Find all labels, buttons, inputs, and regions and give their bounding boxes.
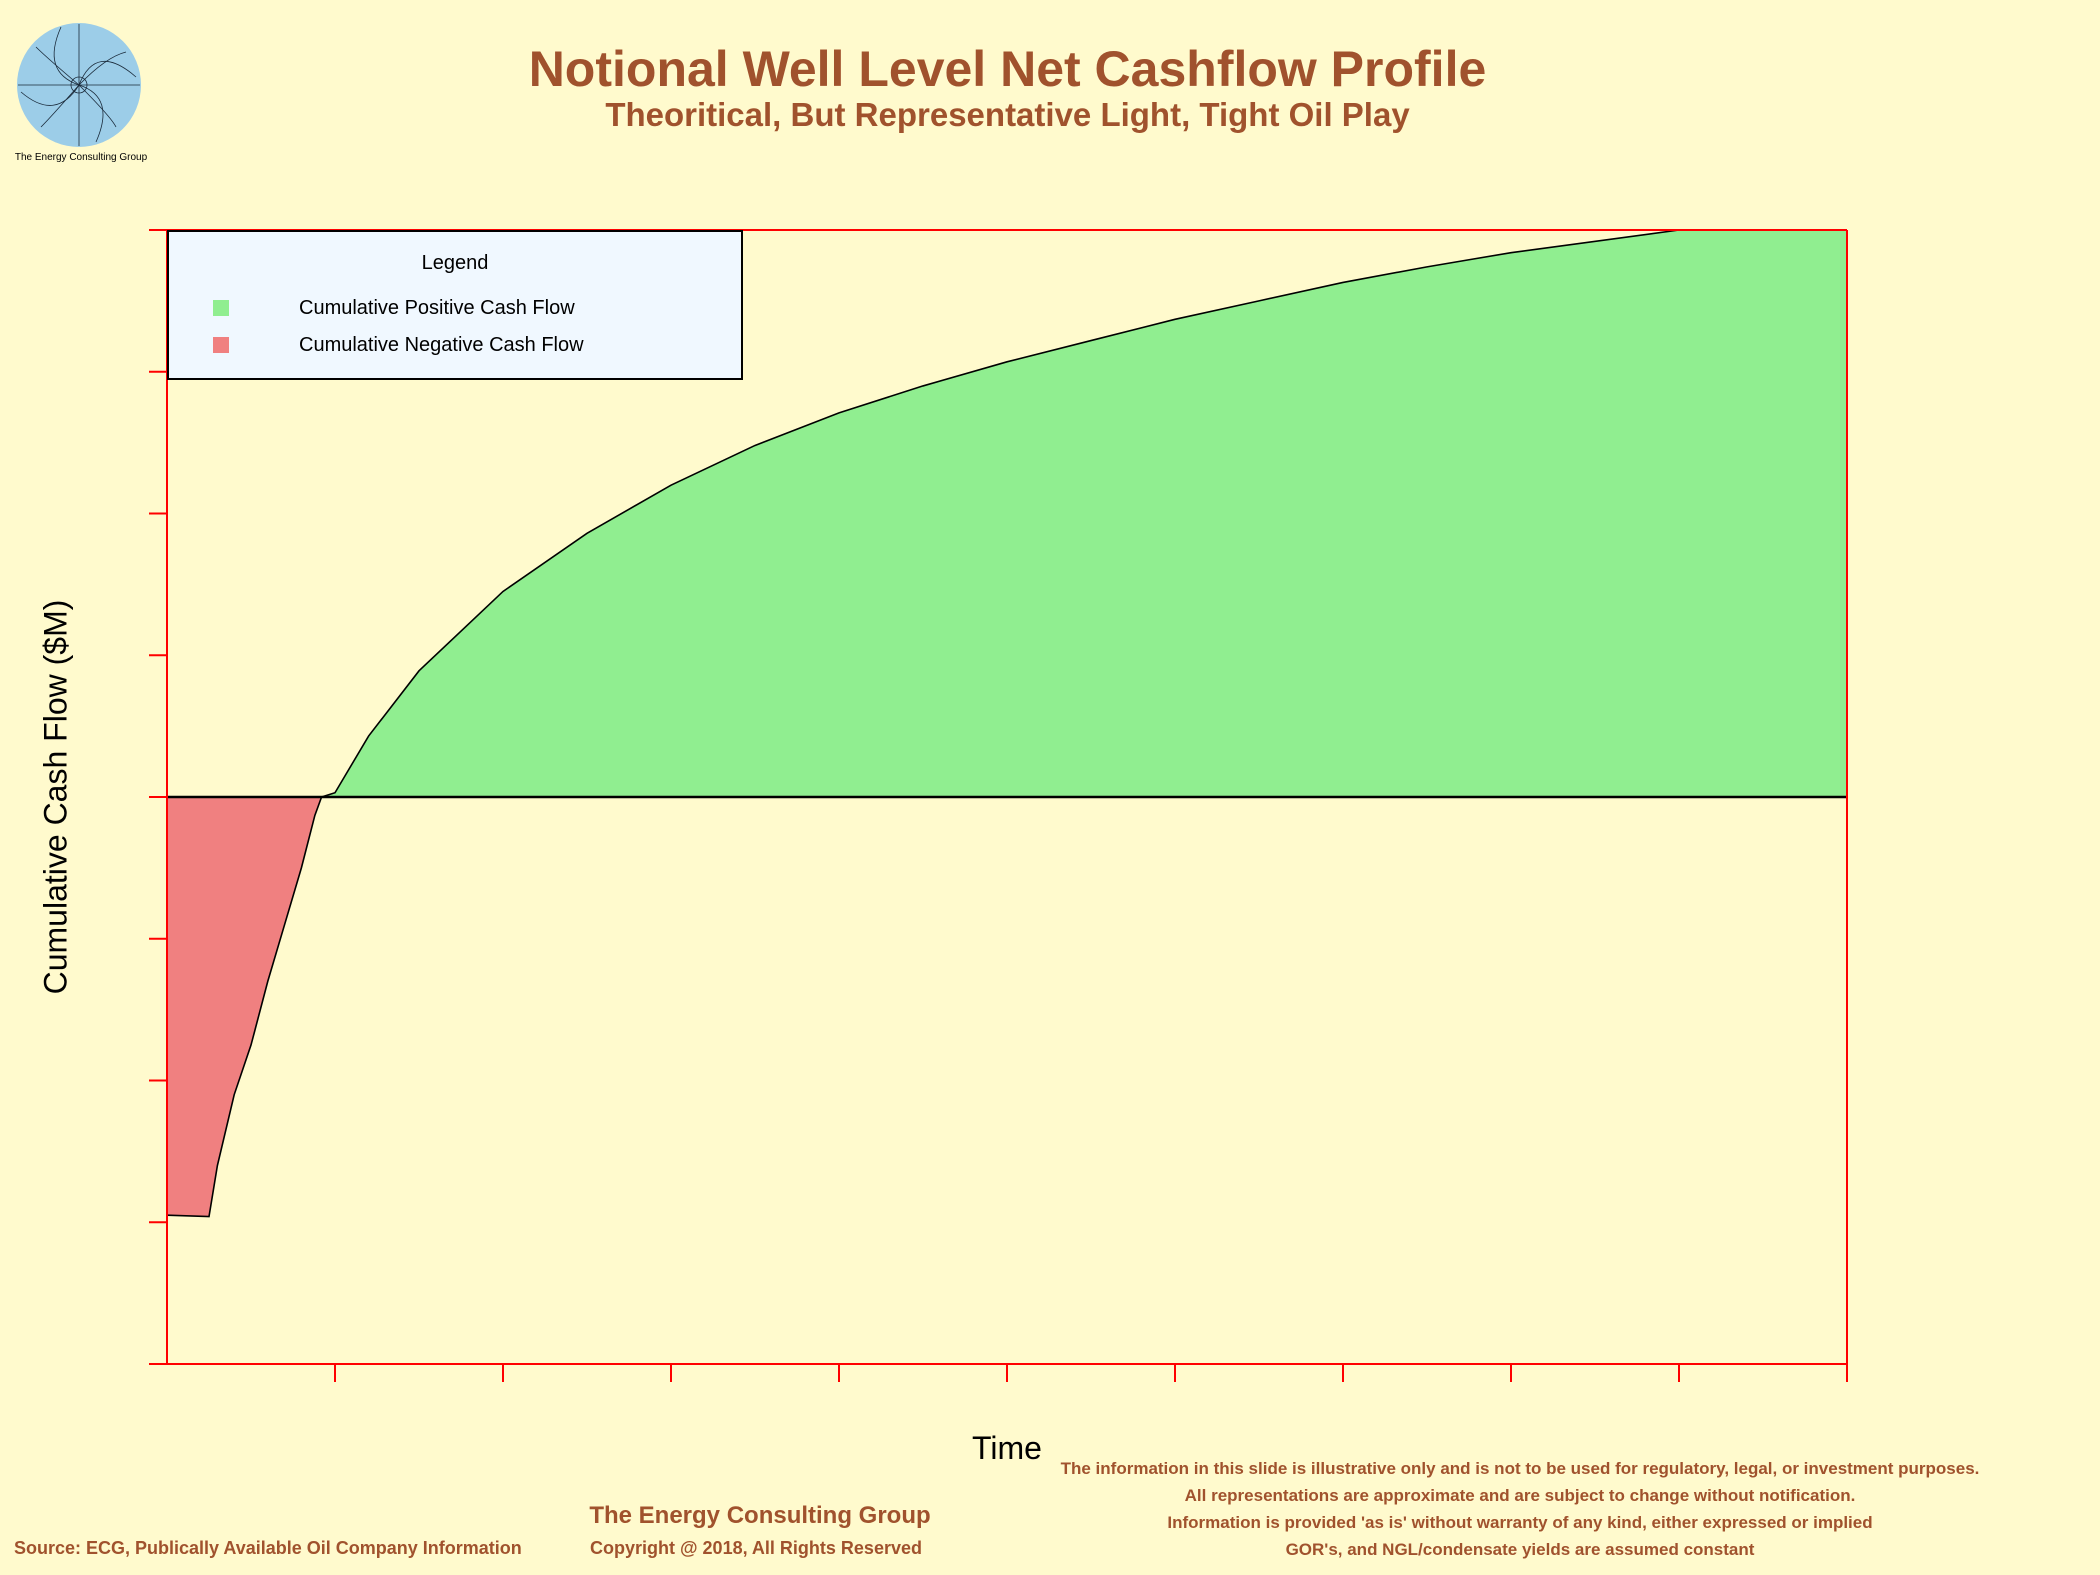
x-axis-label: Time	[972, 1430, 1042, 1466]
legend-swatch-negative	[213, 337, 229, 353]
footer-copyright: Copyright @ 2018, All Rights Reserved	[590, 1538, 922, 1558]
legend: Legend Cumulative Positive Cash Flow Cum…	[167, 230, 743, 380]
legend-title: Legend	[421, 252, 489, 274]
disclaimer-line: Information is provided 'as is' without …	[1167, 1513, 1873, 1532]
footer-company: The Energy Consulting Group	[589, 1502, 931, 1529]
legend-swatch-positive	[213, 300, 229, 316]
positive-cashflow-area	[321, 230, 1847, 797]
disclaimer: The information in this slide is illustr…	[1020, 1455, 2020, 1563]
positive-cashflow-line	[321, 229, 1847, 798]
legend-label-positive: Cumulative Positive Cash Flow	[299, 296, 575, 319]
legend-item-positive: Cumulative Positive Cash Flow	[213, 296, 575, 320]
negative-cashflow-line	[166, 796, 323, 1218]
negative-cashflow-area	[167, 797, 322, 1217]
chart-title: Notional Well Level Net Cashflow Profile	[528, 41, 1487, 97]
footer-source: Source: ECG, Publically Available Oil Co…	[14, 1538, 522, 1558]
disclaimer-line: All representations are approximate and …	[1184, 1486, 1856, 1505]
logo-caption: The Energy Consulting Group	[14, 152, 148, 163]
y-axis-label: Cumulative Cash Flow ($M)	[37, 599, 74, 995]
company-logo	[16, 22, 156, 192]
spiral-logo-icon	[17, 23, 141, 147]
legend-label-negative: Cumulative Negative Cash Flow	[299, 333, 584, 356]
chart-subtitle: Theoritical, But Representative Light, T…	[605, 96, 1410, 133]
disclaimer-line: GOR's, and NGL/condensate yields are ass…	[1285, 1540, 1755, 1559]
disclaimer-line: The information in this slide is illustr…	[1060, 1459, 1980, 1478]
legend-item-negative: Cumulative Negative Cash Flow	[213, 333, 584, 357]
